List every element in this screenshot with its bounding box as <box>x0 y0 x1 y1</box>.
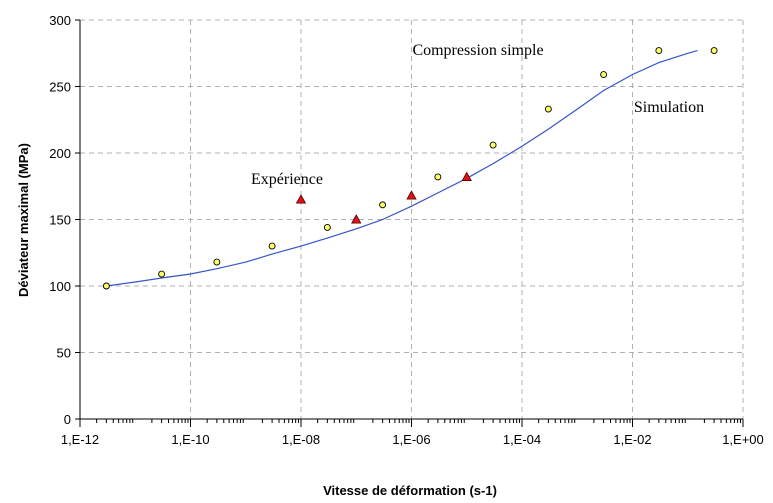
simulation-point <box>102 282 110 290</box>
y-tick-label: 200 <box>49 146 71 161</box>
x-axis-ticks: 1,E-12 1,E-10 1,E-08 1,E-06 1,E-04 1,E-02 1,E+… <box>61 419 764 447</box>
x-tick-label: 1,E-06 <box>392 432 430 447</box>
x-tick-label: 1,E-04 <box>503 432 541 447</box>
simulation-point <box>655 47 663 55</box>
simulation-point <box>268 242 276 250</box>
x-tick-label: 1,E-02 <box>613 432 651 447</box>
y-axis-title: Déviateur maximal (MPa) <box>16 143 31 297</box>
x-tick-label: 1,E-08 <box>282 432 320 447</box>
simulation-curve <box>106 50 698 287</box>
simulation-point <box>158 270 166 278</box>
data-series <box>102 47 718 290</box>
experiment-point <box>295 194 307 204</box>
y-tick-label: 100 <box>49 279 71 294</box>
x-tick-label: 1,E-10 <box>171 432 209 447</box>
y-tick-label: 50 <box>57 346 71 361</box>
simulation-point <box>379 201 387 209</box>
annotation-simulation: Simulation <box>634 99 704 116</box>
y-tick-label: 150 <box>49 213 71 228</box>
x-tick-label: 1,E+00 <box>722 432 764 447</box>
simulation-point <box>710 47 718 55</box>
annotation-experience: Expérience <box>251 171 323 188</box>
y-tick-label: 300 <box>49 13 71 28</box>
x-tick-label: 1,E-12 <box>61 432 99 447</box>
simulation-point <box>544 105 552 113</box>
simulation-point <box>434 173 442 181</box>
gridlines <box>80 19 744 419</box>
simulation-point <box>600 71 608 78</box>
simulation-point <box>213 258 221 266</box>
y-tick-label: 0 <box>64 412 71 427</box>
simulation-point <box>489 141 497 149</box>
y-axis-ticks: 0 50 100 150 200 250 300 <box>49 13 80 427</box>
experiment-point <box>406 190 417 200</box>
simulation-point <box>323 224 331 231</box>
annotation-compression-simple: Compression simple <box>412 42 543 59</box>
x-axis-title: Vitesse de déformation (s-1) <box>323 483 497 498</box>
experiment-point <box>461 171 472 181</box>
y-tick-label: 250 <box>49 80 71 95</box>
experiment-point <box>351 214 362 224</box>
